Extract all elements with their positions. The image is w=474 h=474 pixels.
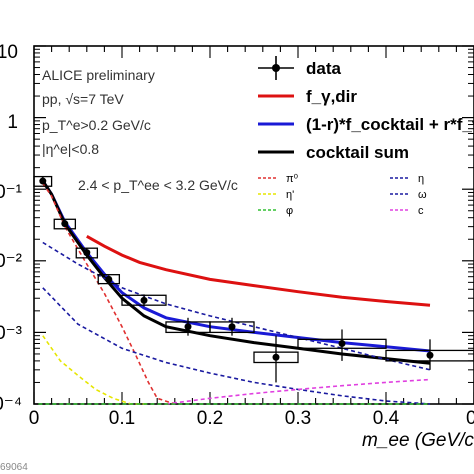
pair-pt-label: 2.4 < p_T^ee < 3.2 GeV/c xyxy=(78,177,238,193)
series-line xyxy=(42,335,149,405)
legend-label: cocktail sum xyxy=(306,143,409,162)
series-line xyxy=(41,180,431,353)
data-point xyxy=(272,353,280,361)
data-point xyxy=(228,323,236,331)
x-tick-label: 0.3 xyxy=(285,408,311,429)
y-tick-label: 1 xyxy=(7,112,18,133)
series-line xyxy=(41,180,431,365)
eta-cut-label: |η^e|<0.8 xyxy=(42,141,99,157)
x-tick-label: 0.4 xyxy=(373,408,400,429)
data-point xyxy=(140,296,148,304)
watermark: 69064 xyxy=(0,462,28,473)
y-tick-label: 10 xyxy=(0,42,18,63)
series-line xyxy=(165,378,431,405)
x-axis-title: m_ee (GeV/c xyxy=(362,430,474,451)
x-tick-label: 0.2 xyxy=(197,408,223,429)
legend-component-label: η' xyxy=(286,189,294,201)
series-line xyxy=(42,183,176,405)
legend-component-label: φ xyxy=(286,205,293,217)
plot-frame xyxy=(33,45,474,405)
axis-ticks xyxy=(33,45,474,405)
collaboration-label: ALICE preliminary xyxy=(42,67,155,83)
data-points xyxy=(33,175,474,383)
y-tick-label: 0⁻³ xyxy=(0,323,22,344)
x-tick-label: 0 xyxy=(466,408,474,429)
legend-component-label: η xyxy=(418,173,424,185)
y-tick-label: 0⁻¹ xyxy=(0,182,22,203)
legend-label: (1-r)*f_cocktail + r*f_γ,dir xyxy=(306,115,474,134)
y-tick-label: 0⁻² xyxy=(0,251,22,272)
data-point xyxy=(338,339,346,347)
legend-component-label: ω xyxy=(418,189,427,201)
data-point xyxy=(39,177,47,185)
pt-cut-label: p_T^e>0.2 GeV/c xyxy=(42,117,151,133)
data-point xyxy=(184,323,192,331)
x-tick-label: 0.1 xyxy=(109,408,135,429)
legend-label: f_γ,dir xyxy=(306,87,357,106)
system-label: pp, √s=7 TeV xyxy=(42,91,124,107)
series-line xyxy=(42,241,431,371)
legend-data-marker xyxy=(272,64,280,72)
data-sys-box xyxy=(53,218,77,230)
legend: data f_γ,dir (1-r)*f_cocktail + r*f_γ,di… xyxy=(258,56,474,162)
y-tick-label: 0⁻⁴ xyxy=(0,394,22,415)
curves xyxy=(38,180,431,405)
legend-component-label: c xyxy=(418,205,424,217)
data-point xyxy=(105,275,113,283)
data-point xyxy=(61,220,69,228)
legend-component-label: π⁰ xyxy=(286,173,299,185)
legend-components: π⁰ η η' ω φ c xyxy=(258,173,427,217)
legend-label: data xyxy=(306,59,342,78)
series-line xyxy=(86,234,431,307)
data-point xyxy=(83,249,91,257)
x-tick-label: 0 xyxy=(29,408,40,429)
data-point xyxy=(426,351,434,359)
